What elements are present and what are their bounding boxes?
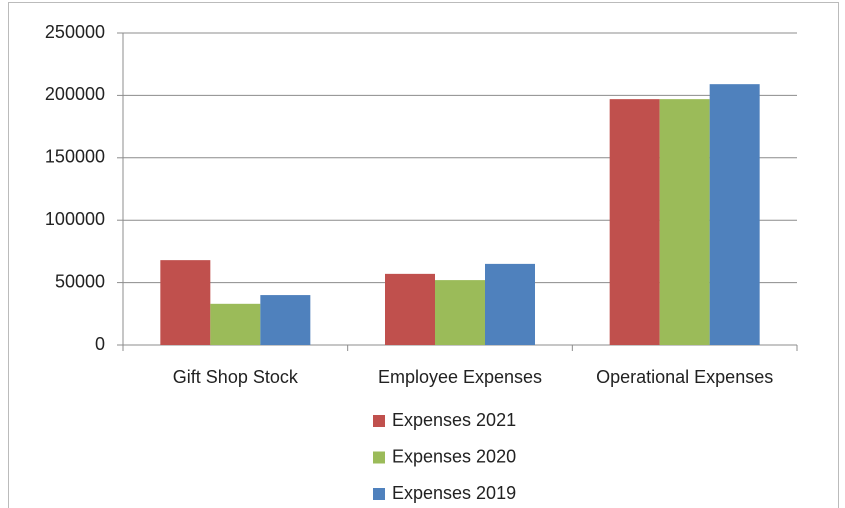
legend-label: Expenses 2019 bbox=[392, 483, 516, 503]
bar bbox=[160, 260, 211, 345]
bar bbox=[609, 99, 660, 345]
y-tick-label: 0 bbox=[95, 334, 105, 354]
bar bbox=[709, 84, 760, 345]
x-tick-label: Operational Expenses bbox=[596, 367, 773, 387]
legend-label: Expenses 2021 bbox=[392, 410, 516, 430]
x-tick-label: Employee Expenses bbox=[378, 367, 542, 387]
bar bbox=[659, 99, 710, 345]
bar bbox=[385, 273, 435, 345]
bar bbox=[485, 263, 535, 345]
bar bbox=[260, 295, 311, 345]
bar bbox=[210, 303, 261, 345]
y-tick-label: 250000 bbox=[45, 22, 105, 42]
y-tick-label: 200000 bbox=[45, 84, 105, 104]
x-tick-label: Gift Shop Stock bbox=[173, 367, 299, 387]
legend-swatch bbox=[373, 415, 385, 427]
y-tick-label: 100000 bbox=[45, 209, 105, 229]
bar bbox=[435, 280, 485, 345]
y-tick-label: 150000 bbox=[45, 147, 105, 167]
chart-frame bbox=[8, 2, 839, 508]
legend-swatch bbox=[373, 488, 385, 500]
y-tick-label: 50000 bbox=[55, 271, 105, 291]
legend-swatch bbox=[373, 451, 385, 464]
legend-label: Expenses 2020 bbox=[392, 446, 516, 466]
